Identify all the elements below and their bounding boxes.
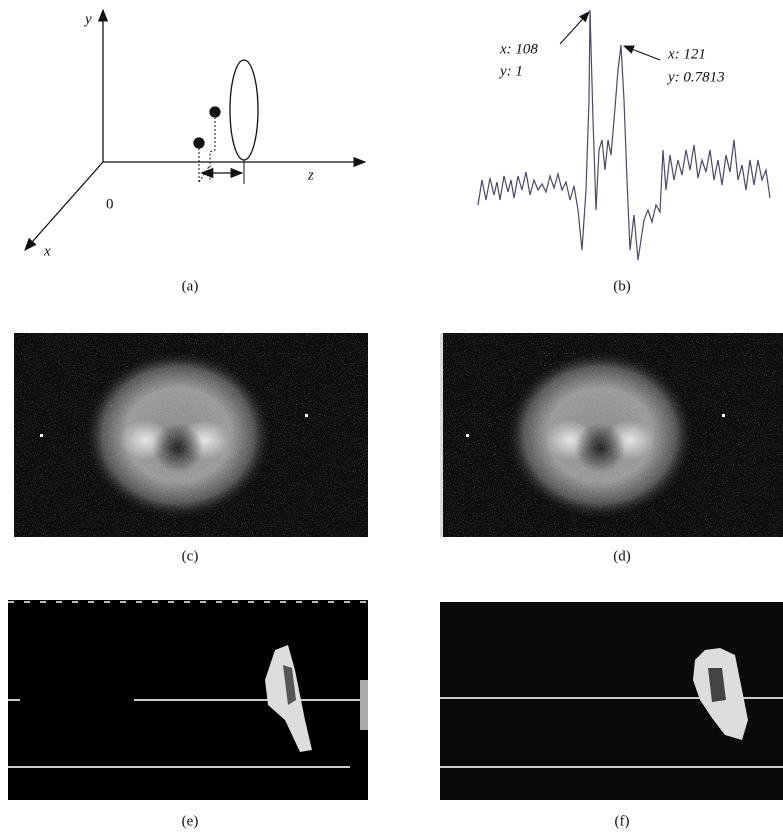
dotted-line (198, 164, 211, 183)
particle (209, 106, 221, 118)
caption: (a) (182, 278, 199, 294)
x-axis (24, 161, 104, 251)
particle (193, 137, 205, 149)
caption: (b) (613, 278, 631, 294)
image-e (8, 600, 368, 800)
signal-trace (477, 9, 771, 261)
caption: (c) (182, 548, 199, 564)
annotation: y: 1 (498, 63, 523, 79)
lens (229, 59, 259, 161)
panel-a (24, 8, 367, 251)
annotation: x: 108 (499, 41, 538, 57)
axis-label: x (43, 243, 51, 259)
axis-label: y (83, 11, 92, 27)
dotted-line (209, 117, 216, 182)
image-f (440, 602, 783, 800)
annotation: y: 0.7813 (666, 69, 725, 85)
caption: (d) (613, 548, 631, 564)
caption: (f) (615, 813, 630, 829)
annotation-arrow (559, 11, 590, 45)
image-d (440, 333, 783, 537)
origin-label: 0 (106, 196, 114, 212)
annotation-arrow (622, 45, 661, 61)
annotation: x: 121 (667, 46, 706, 62)
image-c (14, 333, 368, 537)
axis-label: z (307, 167, 314, 183)
caption: (e) (182, 813, 199, 829)
